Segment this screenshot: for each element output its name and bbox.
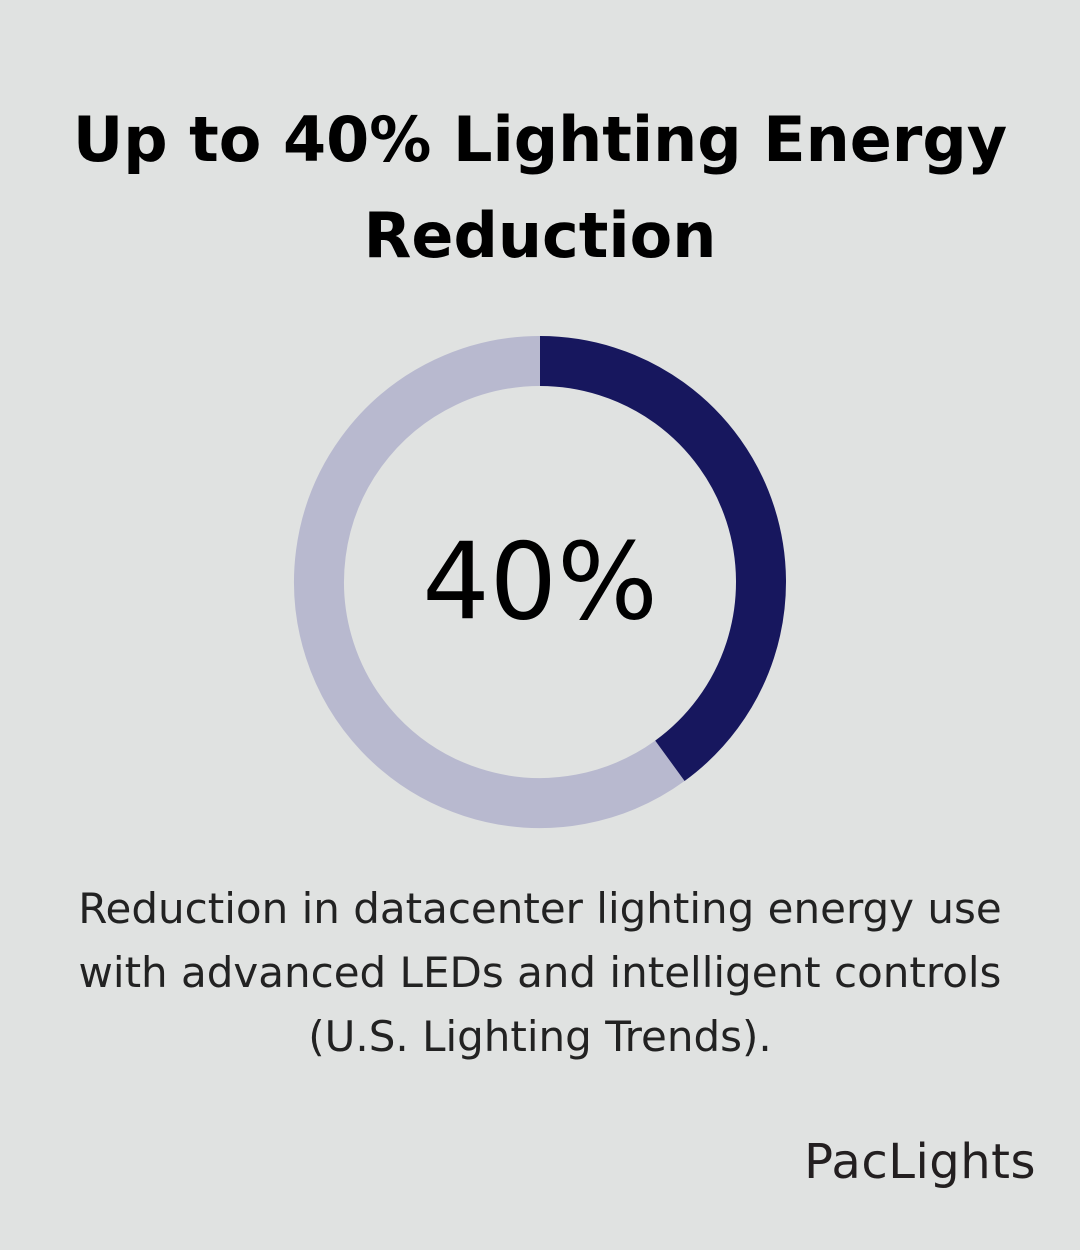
title-line-1: Up to 40% Lighting Energy <box>72 103 1008 176</box>
description-line-1: Reduction in datacenter lighting energy … <box>78 884 1002 933</box>
chart-description: Reduction in datacenter lighting energy … <box>40 877 1040 1069</box>
paclights-logo: PacLights <box>804 1134 1036 1190</box>
donut-chart: 40% <box>290 332 790 832</box>
center-percent-label: 40% <box>422 521 658 644</box>
title-line-2: Reduction <box>363 199 717 272</box>
description-line-3: (U.S. Lighting Trends). <box>308 1012 772 1061</box>
description-line-2: with advanced LEDs and intelligent contr… <box>78 948 1002 997</box>
donut-chart-svg: 40% <box>294 336 786 828</box>
donut-slice-0 <box>539 336 786 781</box>
page-title: Up to 40% Lighting Energy Reduction <box>40 92 1040 284</box>
donut-slice-1 <box>294 336 685 828</box>
